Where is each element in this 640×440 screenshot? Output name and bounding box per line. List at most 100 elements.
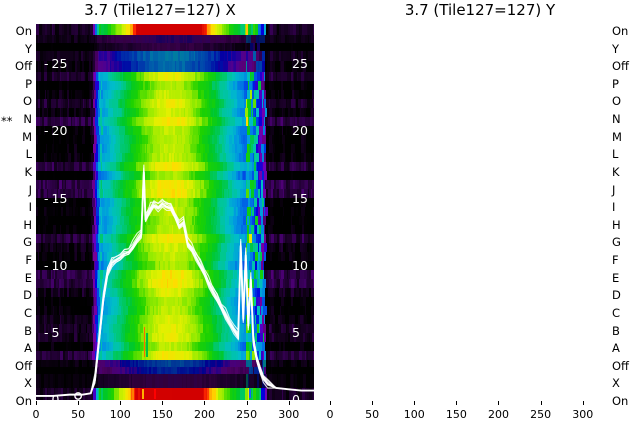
heatmap-cell [103, 60, 107, 72]
row-label: H [612, 217, 621, 232]
row-label: M [612, 129, 622, 144]
row-label: X [612, 376, 620, 391]
heatmap-cell [54, 24, 58, 36]
heatmap-cell [291, 50, 294, 62]
heatmap-cell [64, 60, 67, 72]
heatmap-cell [177, 50, 181, 62]
heatmap-cell [107, 60, 111, 72]
row-label: N [612, 112, 621, 127]
heatmap-cell [58, 72, 61, 82]
heatmap-cell [253, 50, 257, 62]
heatmap-cell [117, 24, 122, 36]
heatmap-cell [128, 50, 131, 62]
heatmap-cell [120, 72, 124, 82]
heatmap-cell [117, 60, 120, 72]
heatmap-cell [178, 60, 183, 72]
heatmap-cell [52, 50, 56, 62]
heatmap-cell [258, 60, 263, 72]
heatmap-cell [195, 50, 198, 62]
heatmap-cell [179, 50, 182, 62]
row-label: F [612, 253, 619, 268]
heatmap-cell [125, 50, 129, 62]
heatmap-cell [116, 50, 121, 62]
heatmap-cell [278, 50, 282, 62]
row-label: F [25, 253, 32, 268]
heatmap-cell [236, 60, 240, 72]
row-label: J [28, 182, 32, 197]
heatmap-cell [231, 60, 234, 72]
heatmap-cell [287, 60, 290, 72]
heatmap-cell [147, 50, 151, 62]
heatmap-cell [207, 24, 210, 36]
row-label: On [15, 394, 32, 408]
heatmap-cell [263, 60, 267, 72]
heatmap-cell [155, 24, 158, 36]
heatmap-cell [79, 72, 82, 82]
row-label: P [25, 76, 32, 91]
heatmap-cell [220, 60, 224, 72]
heatmap-cell [143, 24, 146, 36]
heatmap-cell [110, 24, 113, 36]
heatmap-cell [220, 50, 225, 62]
heatmap-cell [175, 60, 177, 72]
heatmap-cell [86, 72, 89, 82]
heatmap-cell [156, 50, 159, 62]
heatmap-cell [37, 60, 40, 72]
heatmap-cell [115, 72, 119, 82]
heatmap-cell [86, 60, 89, 72]
heatmap-cell [289, 60, 293, 72]
heatmap-cell [269, 60, 273, 72]
heatmap-cell [213, 24, 216, 36]
heatmap-cell [82, 60, 85, 72]
heatmap-cell [306, 24, 309, 36]
heatmap-cell [144, 50, 147, 62]
heatmap-cell [176, 60, 180, 72]
heatmap-cell [192, 50, 195, 62]
heatmap-cell [122, 60, 126, 72]
heatmap-cell [83, 72, 86, 82]
heatmap-cell [166, 24, 170, 36]
heatmap-cell [97, 72, 100, 82]
heatmap-cell [310, 24, 314, 36]
heatmap-cell [224, 60, 227, 72]
heatmap-cell [155, 60, 159, 72]
heatmap-cell [84, 72, 88, 82]
heatmap-cell [157, 50, 161, 62]
heatmap-cell [135, 72, 138, 82]
heatmap-cell [170, 24, 173, 36]
heatmap-cell [114, 24, 117, 36]
heatmap-cell [186, 50, 190, 62]
heatmap-x[interactable] [36, 24, 314, 400]
heatmap-cell [129, 72, 132, 82]
row-label: G [612, 235, 621, 250]
heatmap-cell [160, 60, 164, 72]
heatmap-cell [40, 72, 45, 82]
heatmap-cell [195, 24, 198, 36]
heatmap-cell [275, 50, 280, 62]
heatmap-cell [67, 24, 71, 36]
heatmap-cell [182, 24, 186, 36]
heatmap-cell [226, 60, 229, 72]
heatmap-cell [212, 60, 215, 72]
heatmap-cell [211, 24, 215, 36]
heatmap-cell [308, 50, 313, 62]
heatmap-cell [129, 24, 133, 36]
heatmap-cell [160, 24, 162, 36]
heatmap-cell [87, 50, 90, 62]
heatmap-cell [268, 50, 272, 62]
heatmap-cell [83, 60, 88, 72]
heatmap-cell [99, 24, 102, 36]
heatmap-cell [230, 50, 234, 62]
heatmap-cell [106, 50, 111, 62]
panel-x-title: 3.7 (Tile127=127) X [84, 1, 236, 19]
heatmap-cell [131, 60, 135, 72]
heatmap-cell [277, 24, 280, 36]
row-label: O [22, 94, 32, 109]
heatmap-cell [58, 60, 62, 72]
heatmap-cell [190, 60, 193, 72]
heatmap-cell [95, 60, 100, 72]
heatmap-cell [214, 24, 219, 36]
heatmap-cell [91, 50, 94, 62]
heatmap-cell [286, 50, 291, 62]
heatmap-cell [111, 24, 114, 36]
